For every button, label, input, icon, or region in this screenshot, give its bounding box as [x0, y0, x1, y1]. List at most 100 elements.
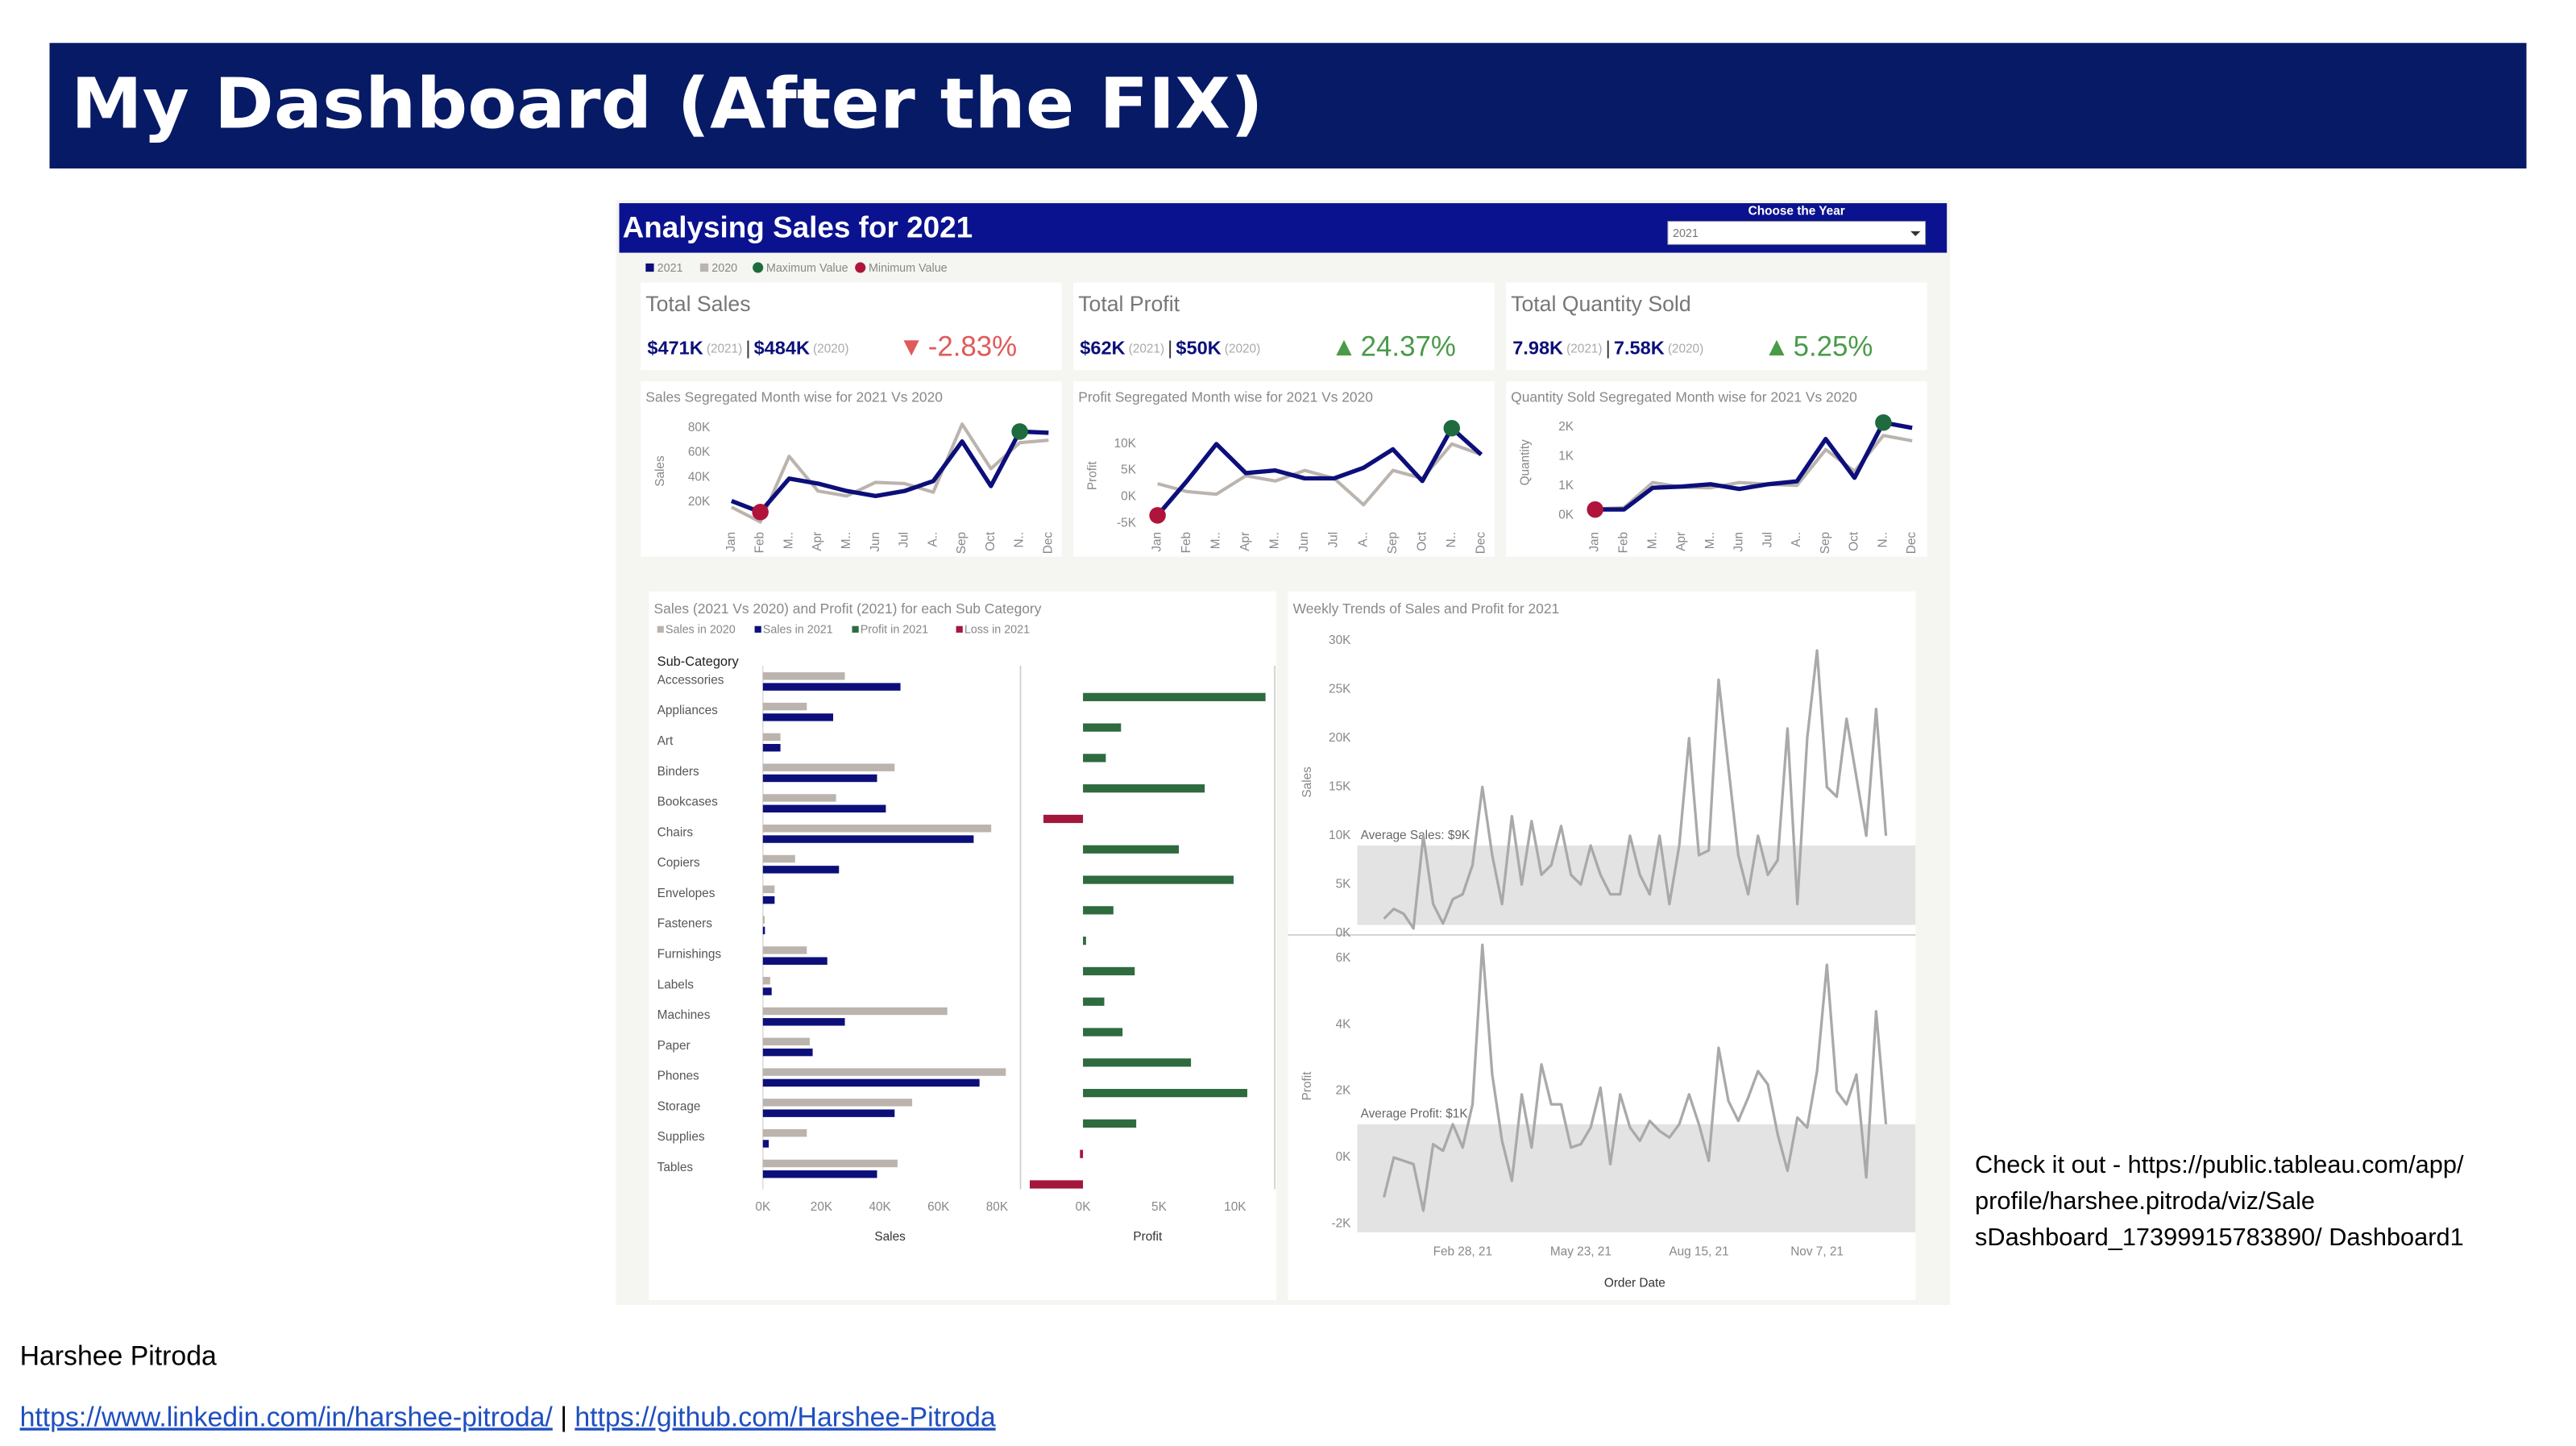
sales-bar	[762, 1128, 807, 1137]
y-tick-label: 5K	[1336, 877, 1352, 891]
profit-bar	[1043, 814, 1084, 824]
y-tick-label: 6K	[1336, 951, 1352, 965]
category-label: Phones	[657, 1070, 699, 1083]
category-label: Bookcases	[657, 796, 718, 809]
links: https://www.linkedin.com/in/harshee-pitr…	[20, 1402, 996, 1432]
min-marker	[1149, 507, 1166, 524]
profit-bar	[1083, 1119, 1137, 1128]
subcategory-card	[649, 591, 1277, 1300]
x-axis-title: Sales	[874, 1230, 906, 1244]
kpi-previous-year: (2020)	[813, 342, 848, 355]
kpi-title: Total Profit	[1078, 292, 1180, 316]
x-tick-label: Apr	[1238, 532, 1252, 551]
x2-axis-title: Profit	[1133, 1230, 1163, 1244]
x-tick-label: N..	[1876, 532, 1889, 548]
sales-bar	[762, 763, 895, 771]
sales-bar	[762, 1170, 877, 1178]
y-axis-title: Profit	[1086, 461, 1100, 491]
kpi-previous-year: (2020)	[1668, 342, 1703, 355]
legend-swatch	[956, 625, 963, 633]
weekly-line	[1383, 649, 1888, 930]
kpi-previous: $50K	[1176, 338, 1221, 359]
y-tick-label: 1K	[1558, 450, 1574, 463]
year-select[interactable]	[1667, 221, 1927, 245]
x2-tick-label: 0K	[1076, 1200, 1092, 1214]
chart-card	[1073, 381, 1495, 557]
min-marker	[1587, 501, 1603, 518]
legend-swatch	[699, 263, 709, 272]
x2-tick-label: 10K	[1224, 1200, 1247, 1214]
kpi-separator: |	[1606, 338, 1611, 359]
sales-bar	[762, 835, 974, 843]
github-link[interactable]: https://github.com/Harshee-Pitroda	[575, 1402, 995, 1432]
sales-bar	[762, 1109, 895, 1117]
x-tick-label: Dec	[1041, 532, 1055, 555]
y-axis-title: Profit	[1300, 1071, 1314, 1101]
sales-bar	[762, 794, 836, 802]
category-label: Appliances	[657, 704, 718, 717]
kpi-previous-year: (2020)	[1225, 342, 1260, 355]
x-tick-label: Feb	[1180, 532, 1193, 553]
sales-bar	[762, 1037, 810, 1045]
kpi-current-year: (2021)	[707, 342, 742, 355]
dropdown-arrow[interactable]	[1910, 231, 1921, 237]
x-tick-label: Dec	[1474, 532, 1487, 555]
y-tick-label: -2K	[1331, 1217, 1351, 1231]
kpi-values: $62K (2021) | $50K (2020)	[1080, 338, 1260, 359]
sales-bar	[762, 926, 765, 935]
y-tick-label: 2K	[1336, 1084, 1352, 1098]
weekly-line	[1382, 943, 1888, 1212]
y-tick-label: 4K	[1336, 1017, 1352, 1031]
x-tick-label: Aug 15, 21	[1669, 1244, 1728, 1258]
x-tick-label: Sep	[1819, 532, 1832, 554]
max-marker	[1875, 414, 1892, 431]
x-tick-label: Jan	[724, 532, 738, 552]
legend-label: Profit in 2021	[861, 624, 928, 637]
profit-bar	[1083, 1028, 1123, 1037]
x-tick-label: 40K	[869, 1200, 891, 1214]
sales-bar	[762, 683, 901, 691]
sales-bar	[762, 713, 833, 721]
x-tick-label: Sep	[1386, 532, 1400, 554]
series-line	[1155, 426, 1483, 517]
profit-bar	[1083, 966, 1135, 976]
category-label: Furnishings	[657, 948, 722, 962]
category-label: Labels	[657, 978, 695, 991]
min-marker	[752, 504, 769, 521]
y-tick-label: 40K	[688, 470, 711, 484]
year-select-value[interactable]: 2021	[1673, 227, 1699, 240]
x-tick-label: Oct	[984, 531, 998, 551]
legend-marker	[855, 262, 866, 273]
category-label: Chairs	[657, 825, 694, 839]
sales-bar	[762, 1159, 898, 1168]
x-tick-label: Jun	[1297, 532, 1311, 552]
profit-bar	[1083, 997, 1105, 1006]
linkedin-link[interactable]: https://www.linkedin.com/in/harshee-pitr…	[20, 1402, 554, 1432]
x-tick-label: Oct	[1848, 531, 1861, 551]
y-tick-label: 0K	[1336, 1150, 1352, 1164]
y-tick-label: 30K	[1329, 634, 1351, 647]
chart-title: Profit Segregated Month wise for 2021 Vs…	[1078, 389, 1373, 405]
kpi-previous: 7.58K	[1614, 338, 1665, 359]
y-tick-label: 60K	[688, 446, 711, 459]
legend-marker	[753, 262, 764, 273]
kpi-change: 24.37%	[1361, 331, 1456, 363]
sales-bar	[762, 957, 828, 965]
x-tick-label: A..	[1356, 532, 1370, 547]
profit-bar	[1080, 1149, 1084, 1158]
x-tick-label: N..	[1013, 532, 1027, 548]
legend-swatch	[645, 263, 654, 272]
chart-title: Sales (2021 Vs 2020) and Profit (2021) f…	[654, 600, 1042, 617]
max-marker	[1443, 419, 1461, 437]
sales-bar	[762, 1140, 769, 1148]
y-axis-title: Sub-Category	[657, 654, 740, 669]
category-label: Storage	[657, 1099, 701, 1113]
sales-bar	[762, 1078, 980, 1087]
sales-bar	[762, 916, 765, 924]
y-tick-label: 0K	[1336, 926, 1352, 940]
y-tick-label: 15K	[1329, 779, 1351, 793]
series-line	[1595, 420, 1913, 512]
x-tick-label: Dec	[1905, 532, 1919, 555]
kpi-title: Total Sales	[645, 292, 750, 316]
sales-bar	[762, 854, 795, 863]
